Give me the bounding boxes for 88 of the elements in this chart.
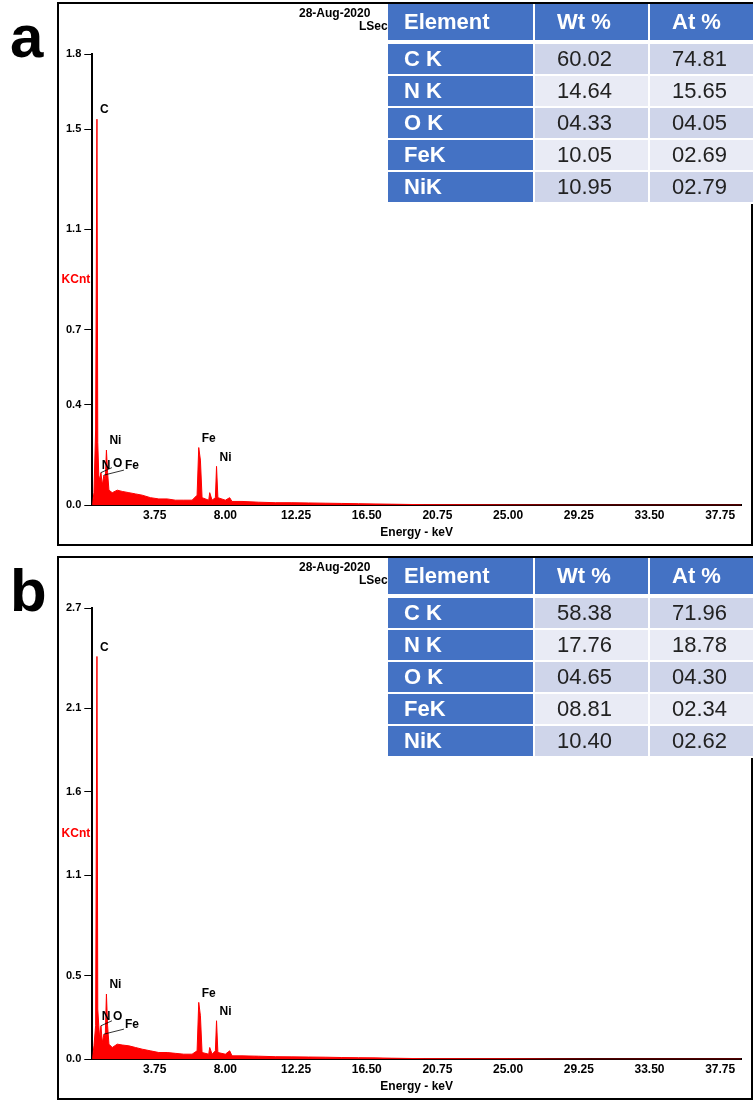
annotation: 04.05 [650,108,753,138]
annotation: 10.40 [535,726,648,756]
x-tick-label: 3.75 [142,507,167,522]
x-tick-label: 29.25 [563,1061,595,1076]
annotation: 02.69 [650,140,753,170]
annotation: Fe [124,1017,140,1032]
x-axis-title: Energy - keV [380,525,453,540]
annotation: N K [388,76,533,106]
annotation: 10.95 [535,172,648,202]
annotation: FeK [388,694,533,724]
x-tick-label: 12.25 [281,507,312,522]
annotation: 08.81 [535,694,648,724]
chart-title: a [10,2,44,72]
y-tick-label: 2.1 [65,701,82,714]
annotation: FeK [388,140,533,170]
y-tick-label: 0.7 [65,322,82,335]
x-axis-title: Energy - keV [380,1079,453,1094]
annotation: 02.79 [650,172,753,202]
x-tick-label: 25.00 [493,507,524,522]
y-tick-label: 1.6 [65,784,82,797]
annotation: 18.78 [650,630,753,660]
annotation: 71.96 [650,598,753,628]
annotation: O [112,1009,123,1024]
text: Wt % [535,4,648,40]
annotation: 04.33 [535,108,648,138]
y-tick-label: 1.8 [65,47,82,60]
x-tick-label: 12.25 [281,1061,312,1076]
x-tick-label: 37.75 [705,507,736,522]
y-axis-title: KCnt [61,825,91,840]
y-tick-label: 1.1 [65,222,82,235]
x-tick-label: 16.50 [351,507,383,522]
y-tick-label: 0.5 [65,968,82,981]
x-tick-label: 3.75 [142,1061,167,1076]
annotation: 04.65 [535,662,648,692]
text: 28-Aug-2020 [299,560,371,574]
annotation: 10.05 [535,140,648,170]
annotation: C [99,639,109,654]
x-tick-label: 37.75 [705,1061,736,1076]
x-tick-label: 33.50 [634,507,665,522]
x-tick-label: 29.25 [563,507,595,522]
y-tick-label: 1.5 [65,122,82,135]
chart-title: b [10,556,47,626]
x-tick-label: 8.00 [213,507,238,522]
annotation: 58.38 [535,598,648,628]
x-tick-label: 25.00 [493,1061,524,1076]
annotation: NiK [388,726,533,756]
text: Element [388,4,533,40]
annotation: Ni [109,977,122,992]
annotation: Ni [219,1004,232,1019]
y-axis-title: KCnt [61,271,91,286]
y-tick-label: 0.0 [65,498,82,511]
annotation: Ni [109,433,122,448]
text: At % [650,558,753,594]
text: Element [388,558,533,594]
annotation: 02.62 [650,726,753,756]
y-tick-label: 0.4 [65,397,83,410]
annotation: C [99,102,109,117]
y-tick-label: 0.0 [65,1052,82,1065]
annotation: O K [388,108,533,138]
x-tick-label: 20.75 [422,1061,453,1076]
annotation: 14.64 [535,76,648,106]
annotation: 04.30 [650,662,753,692]
annotation: Fe [201,430,217,445]
annotation: N K [388,630,533,660]
annotation: Ni [219,449,232,464]
annotation: Fe [124,458,140,473]
annotation: O [112,455,123,470]
annotation: 02.34 [650,694,753,724]
text: LSec [359,573,388,587]
text: At % [650,4,753,40]
x-tick-label: 16.50 [351,1061,383,1076]
annotation: 74.81 [650,44,753,74]
x-tick-label: 8.00 [213,1061,238,1076]
y-tick-label: 2.7 [65,601,82,614]
annotation: C K [388,44,533,74]
annotation: 17.76 [535,630,648,660]
annotation: Fe [201,985,217,1000]
annotation: O K [388,662,533,692]
text: 28-Aug-2020 [299,6,371,20]
x-tick-label: 20.75 [422,507,453,522]
text: LSec [359,19,388,33]
annotation: C K [388,598,533,628]
annotation: 15.65 [650,76,753,106]
text: Wt % [535,558,648,594]
annotation: 60.02 [535,44,648,74]
y-tick-label: 1.1 [65,868,82,881]
x-tick-label: 33.50 [634,1061,665,1076]
annotation: NiK [388,172,533,202]
